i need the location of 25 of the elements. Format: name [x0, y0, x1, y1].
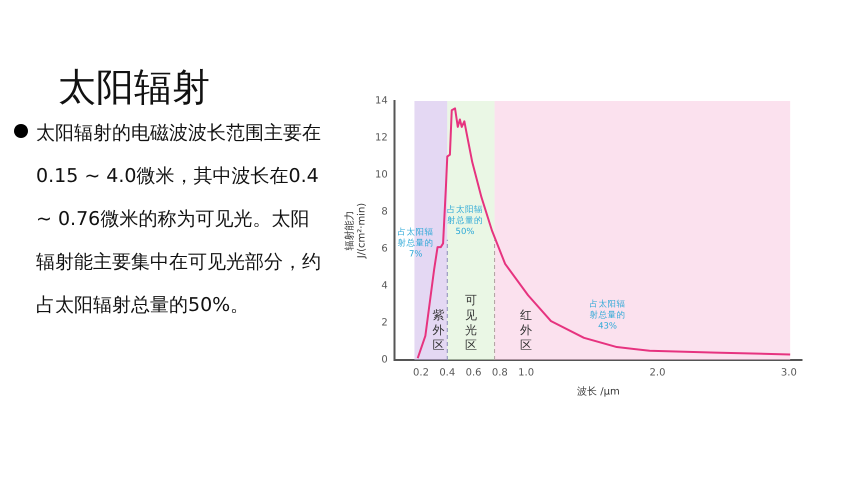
chart-title: 太阳辐射 — [58, 64, 210, 111]
x-tick-label: 0.6 — [466, 368, 482, 379]
annotation: 占太阳辐射总量的7% — [398, 226, 434, 260]
y-axis-title: 辐射能力 J/(cm²·min) — [344, 202, 368, 260]
y-tick-label: 6 — [381, 244, 388, 255]
y-tick-label: 0 — [381, 354, 388, 366]
x-tick-label: 1.0 — [518, 368, 534, 379]
x-tick-label: 0.8 — [492, 368, 508, 379]
x-tick-label: 2.0 — [650, 368, 666, 379]
x-tick-label: 0.4 — [439, 368, 456, 379]
x-tick-label: 3.0 — [780, 368, 797, 379]
y-tick-label: 2 — [381, 318, 388, 329]
band-label: 红外区 — [520, 308, 532, 352]
x-axis-title: 波长 /μm — [577, 386, 620, 398]
y-tick-label: 12 — [374, 132, 388, 144]
y-tick-label: 10 — [374, 170, 388, 181]
text: 太阳辐射的电磁波波长范围主要在0.15 ~ 4.0微米，其中波长在0.4 ~ 0.76微米的称为可见光。太阳辐射能主要集中在可见光部分，约占太阳辐射总量的50%。 — [36, 121, 322, 318]
y-tick-label: 4 — [381, 280, 388, 292]
x-tick-label: 0.2 — [413, 368, 429, 379]
band-label: 紫外区 — [432, 308, 445, 352]
y-tick-label: 14 — [374, 96, 388, 107]
annotation: 占太阳辐射总量的43% — [590, 298, 626, 332]
band-label: 可见光区 — [464, 293, 477, 352]
annotation: 占太阳辐射总量的50% — [447, 204, 484, 238]
y-tick-label: 8 — [381, 206, 388, 218]
